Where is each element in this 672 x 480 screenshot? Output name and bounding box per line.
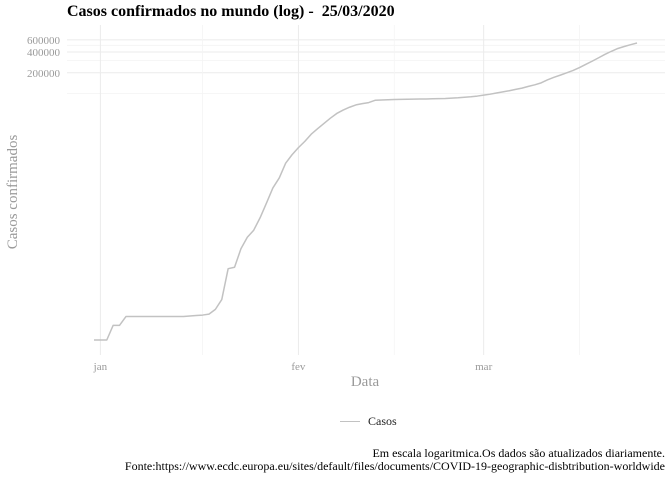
grid-lines	[67, 25, 665, 355]
y-tick-label: 400000	[27, 47, 61, 59]
chart-title: Casos confirmados no mundo (log) - 25/03…	[67, 3, 395, 20]
y-tick-label: 600000	[27, 35, 61, 47]
series-layer	[94, 42, 638, 341]
x-tick-label: mar	[475, 361, 492, 373]
legend-key-casos	[340, 421, 360, 422]
x-axis-label: Data	[351, 374, 380, 390]
x-tick-label: fev	[291, 361, 306, 373]
series-line-casos	[94, 42, 638, 341]
legend: Casos	[340, 414, 397, 429]
caption-note: Em escala logaritmica.Os dados são atual…	[372, 446, 665, 460]
x-axis-ticks: jan fev mar	[93, 361, 493, 373]
caption-source: Fonte:https://www.ecdc.europa.eu/sites/d…	[124, 459, 665, 473]
y-tick-label: 200000	[27, 68, 61, 80]
y-axis-label: Casos confirmados	[5, 135, 21, 250]
legend-label-casos: Casos	[368, 414, 397, 428]
x-tick-label: jan	[93, 361, 108, 373]
